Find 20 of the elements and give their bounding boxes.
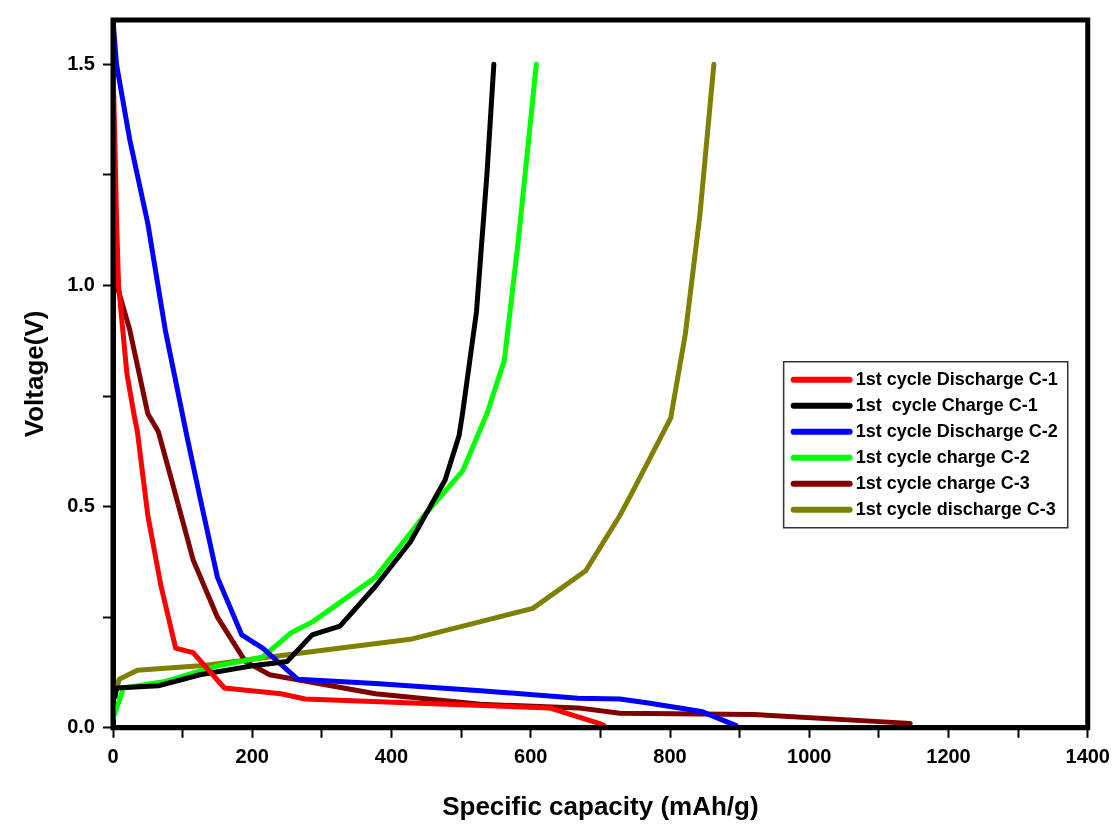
legend-label: 1st cycle Discharge C-2 xyxy=(855,420,1058,441)
y-tick-label: 0.5 xyxy=(67,494,95,517)
legend-label: 1st cycle Charge C-1 xyxy=(855,394,1038,415)
legend-label: 1st cycle discharge C-3 xyxy=(855,498,1056,519)
legend-label: 1st cycle charge C-2 xyxy=(855,446,1030,467)
x-tick-label: 600 xyxy=(514,745,548,768)
x-tick-label: 1400 xyxy=(1065,745,1110,768)
x-axis-title: Specific capacity (mAh/g) xyxy=(442,790,759,821)
legend-label: 1st cycle charge C-3 xyxy=(855,472,1030,493)
x-tick-label: 800 xyxy=(653,745,687,768)
x-tick-label: 1000 xyxy=(787,745,832,768)
y-tick-label: 1.0 xyxy=(67,272,95,295)
legend-label: 1st cycle Discharge C-1 xyxy=(855,368,1058,389)
y-tick-label: 0.0 xyxy=(67,715,95,738)
x-tick-label: 1200 xyxy=(926,745,971,768)
x-tick-label: 400 xyxy=(374,745,409,768)
x-tick-label: 0 xyxy=(107,745,119,768)
y-axis-title: Voltage(V) xyxy=(18,310,49,438)
y-tick-label: 1.5 xyxy=(67,51,95,74)
x-tick-label: 200 xyxy=(235,745,269,768)
